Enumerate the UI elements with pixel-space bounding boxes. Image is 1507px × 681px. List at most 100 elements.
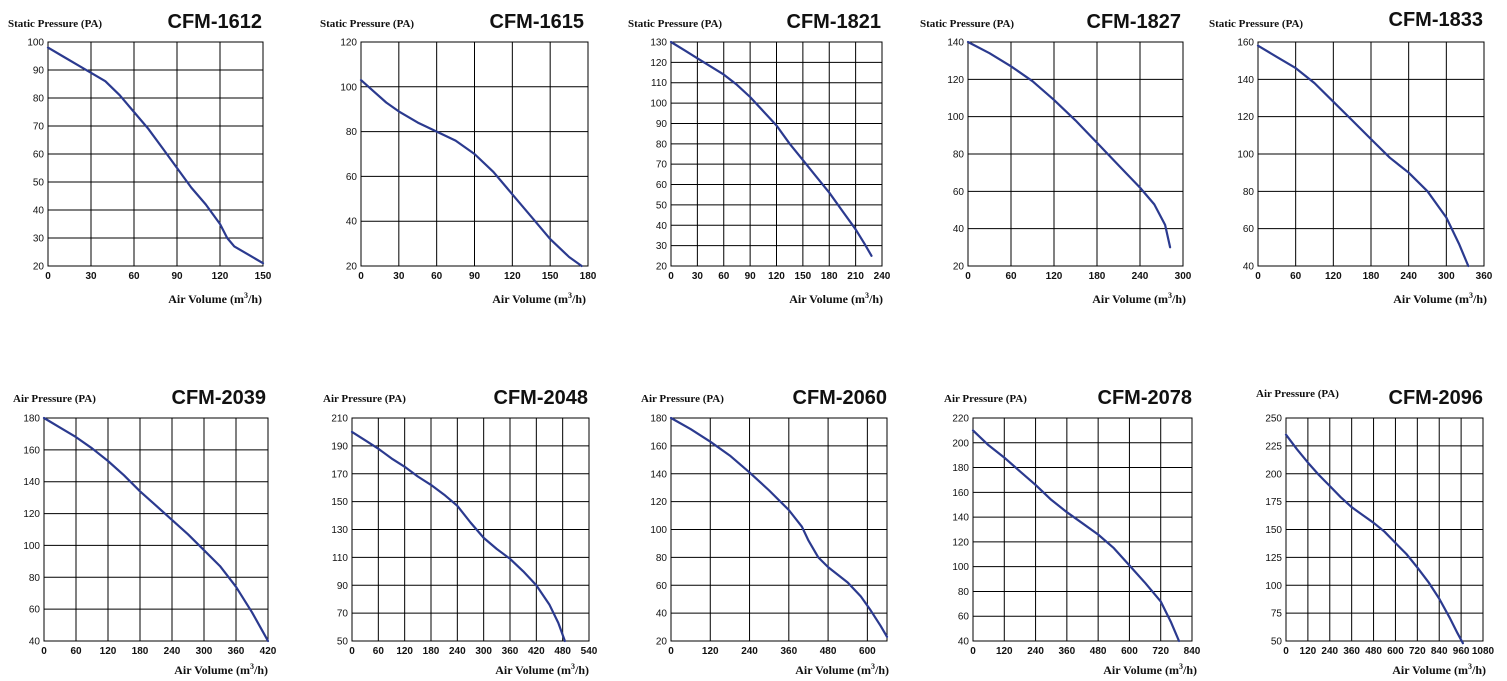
- y-tick-label: 100: [27, 38, 44, 49]
- pressure-curve-line: [1284, 433, 1465, 645]
- y-tick-label: 80: [656, 553, 668, 564]
- x-tick-label: 0: [41, 646, 47, 657]
- y-tick-label: 70: [33, 122, 45, 133]
- x-tick-label: 150: [542, 271, 559, 282]
- x-axis-label-sup: 3: [571, 662, 575, 671]
- y-tick-label: 175: [1265, 497, 1282, 508]
- y-tick-label: 100: [952, 562, 969, 573]
- x-axis-label-end: /h): [1472, 292, 1487, 306]
- pressure-curve-line: [971, 429, 1181, 643]
- x-tick-label: 180: [580, 271, 597, 282]
- x-tick-label: 120: [100, 646, 117, 657]
- y-tick-label: 50: [656, 200, 668, 211]
- y-tick-label: 100: [23, 541, 40, 552]
- y-tick-label: 40: [1243, 262, 1255, 273]
- y-tick-label: 120: [340, 38, 357, 49]
- y-tick-label: 100: [947, 112, 964, 123]
- y-tick-label: 160: [650, 441, 667, 452]
- chart-title: CFM-1833: [1389, 9, 1483, 31]
- y-tick-label: 100: [650, 99, 667, 110]
- x-tick-label: 150: [795, 271, 812, 282]
- y-tick-label: 80: [33, 94, 45, 105]
- x-axis-label-sup: 3: [1468, 662, 1472, 671]
- y-tick-label: 100: [650, 525, 667, 536]
- y-tick-label: 140: [947, 38, 964, 49]
- x-axis-label: Air Volume (m3/h): [795, 662, 889, 677]
- x-tick-label: 150: [255, 271, 272, 282]
- x-tick-label: 90: [745, 271, 757, 282]
- y-tick-label: 50: [1271, 637, 1283, 648]
- fan-chart-8: 0 120 240 360 480 600 20 40 60 80 100 120 140 160 180 C…: [641, 387, 889, 677]
- y-tick-label: 150: [1265, 525, 1282, 536]
- pressure-curve-line: [42, 416, 270, 643]
- y-tick-label: 90: [656, 119, 668, 130]
- x-axis-label-sup: 3: [1469, 291, 1473, 300]
- y-tick-label: 100: [1237, 150, 1254, 161]
- pressure-curve-line: [46, 46, 265, 265]
- y-axis-label: Air Pressure (PA): [1256, 388, 1339, 400]
- y-tick-label: 110: [651, 78, 667, 89]
- x-tick-label: 360: [780, 646, 797, 657]
- x-tick-label: 120: [1300, 646, 1317, 657]
- x-axis-label: Air Volume (m3/h): [789, 291, 883, 306]
- y-tick-label: 60: [33, 150, 45, 161]
- x-tick-label: 210: [847, 271, 864, 282]
- x-axis-label-main: Air Volume (m: [1392, 663, 1468, 677]
- x-tick-label: 120: [996, 646, 1013, 657]
- fan-chart-5: 0 60 120 180 240 300 360 40 60 80 100 120 140 160 CFM-…: [1209, 9, 1493, 306]
- plot-frame: [360, 41, 589, 267]
- y-tick-label: 50: [33, 178, 45, 189]
- x-tick-label: 120: [212, 271, 229, 282]
- y-tick-label: 120: [952, 537, 969, 548]
- y-tick-label: 140: [1237, 75, 1254, 86]
- plot-frame: [1285, 417, 1484, 642]
- y-tick-label: 20: [33, 262, 45, 273]
- x-axis-label-end: /h): [1182, 663, 1197, 677]
- x-axis-label: Air Volume (m3/h): [1092, 291, 1186, 306]
- x-axis-label-sup: 3: [1179, 662, 1183, 671]
- y-tick-label: 80: [1243, 187, 1255, 198]
- y-tick-label: 160: [23, 445, 40, 456]
- chart-title: CFM-2096: [1389, 387, 1483, 409]
- y-tick-label: 80: [953, 150, 965, 161]
- y-tick-label: 220: [952, 414, 969, 425]
- fan-chart-7: 0 60 120 180 240 300 360 420 480 540 50 70 90 110 130 1…: [323, 387, 598, 677]
- x-axis-label-sup: 3: [865, 291, 869, 300]
- plot-frame: [967, 41, 1184, 267]
- y-tick-label: 130: [331, 525, 348, 536]
- plot-frame: [670, 41, 883, 267]
- x-tick-label: 90: [469, 271, 481, 282]
- y-tick-label: 100: [1265, 581, 1282, 592]
- fan-chart-6: 0 60 120 180 240 300 360 420 40 60 80 100 120 140 160 1…: [13, 387, 277, 677]
- x-tick-label: 360: [502, 646, 519, 657]
- x-tick-label: 240: [1400, 271, 1417, 282]
- y-tick-label: 80: [656, 139, 668, 150]
- chart-title: CFM-2048: [494, 387, 588, 409]
- y-tick-label: 150: [331, 497, 348, 508]
- y-tick-label: 140: [650, 469, 667, 480]
- plot-frame: [670, 417, 888, 642]
- y-tick-label: 20: [346, 262, 358, 273]
- y-tick-label: 210: [331, 414, 348, 425]
- chart-title: CFM-1612: [168, 11, 262, 33]
- x-tick-label: 120: [504, 271, 521, 282]
- x-axis-label-main: Air Volume (m: [492, 292, 568, 306]
- y-tick-label: 30: [656, 241, 668, 252]
- x-axis-label-end: /h): [574, 663, 589, 677]
- x-tick-label: 120: [1046, 271, 1063, 282]
- y-tick-label: 160: [1237, 38, 1254, 49]
- y-tick-label: 60: [29, 605, 41, 616]
- x-tick-label: 180: [423, 646, 440, 657]
- fan-chart-3: 0 30 60 90 120 150 180 210 240 20 30 40 50 60 70 80 90 10…: [628, 11, 891, 306]
- y-tick-label: 125: [1265, 553, 1282, 564]
- plot-frame: [351, 417, 590, 642]
- x-axis-label-sup: 3: [250, 662, 254, 671]
- x-tick-label: 0: [1255, 271, 1261, 282]
- x-tick-label: 420: [528, 646, 545, 657]
- x-tick-label: 720: [1152, 646, 1169, 657]
- x-tick-label: 120: [702, 646, 719, 657]
- y-axis-label: Air Pressure (PA): [13, 393, 96, 405]
- x-tick-label: 240: [1321, 646, 1338, 657]
- y-tick-label: 120: [947, 75, 964, 86]
- y-tick-label: 90: [33, 66, 45, 77]
